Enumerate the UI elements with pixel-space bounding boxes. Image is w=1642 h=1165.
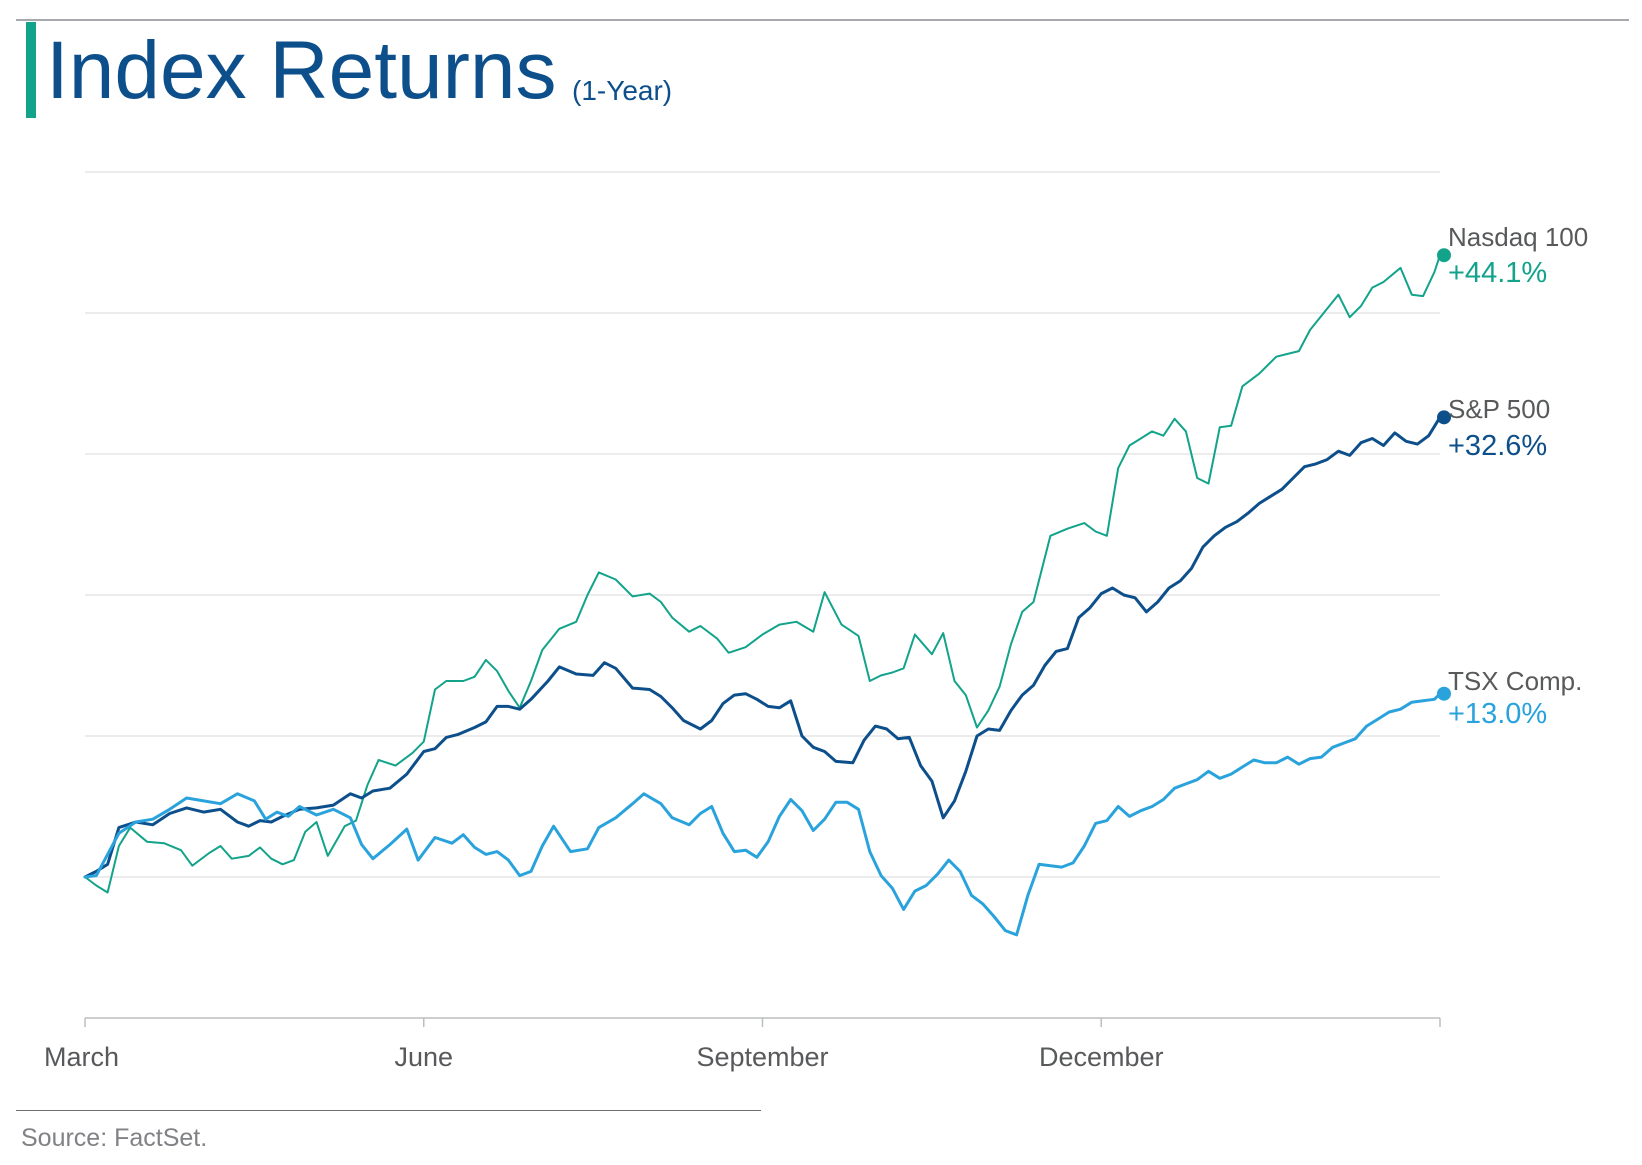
series-end-dot — [1437, 248, 1451, 263]
series-name-label: TSX Comp. — [1448, 666, 1582, 696]
series-name-label: S&P 500 — [1448, 394, 1550, 424]
gridlines — [85, 171, 1440, 878]
series-end-labels: Nasdaq 100 +44.1% S&P 500 +32.6% TSX Comp.+1… — [1448, 222, 1588, 730]
top-rule — [16, 19, 1629, 21]
series-name-label: Nasdaq 100 — [1448, 222, 1588, 252]
series-value-label: +32.6% — [1448, 430, 1547, 462]
chart-title: Index Returns — [46, 25, 557, 116]
series-end-dot — [1437, 410, 1451, 425]
series-line — [84, 254, 1441, 894]
x-tick-label: December — [1039, 1042, 1164, 1072]
x-tick-label: September — [696, 1042, 828, 1072]
x-axis: March June September December — [44, 1017, 1441, 1072]
series-value-label: +44.1% — [1448, 257, 1547, 289]
series-lines — [83, 248, 1451, 937]
x-tick-label: March — [44, 1042, 119, 1072]
source-rule — [16, 1110, 761, 1111]
x-tick-label: June — [394, 1042, 453, 1072]
line-chart: March June September December Nasdaq 100 +44… — [44, 171, 1588, 1072]
source-note: Source: FactSet. — [21, 1124, 208, 1152]
series-line — [83, 415, 1442, 879]
series-line — [83, 692, 1442, 937]
series-end-dot — [1437, 686, 1451, 701]
chart-subtitle: (1-Year) — [572, 75, 673, 106]
series-value-label: +13.0% — [1448, 698, 1547, 730]
title-accent-bar — [26, 22, 36, 118]
